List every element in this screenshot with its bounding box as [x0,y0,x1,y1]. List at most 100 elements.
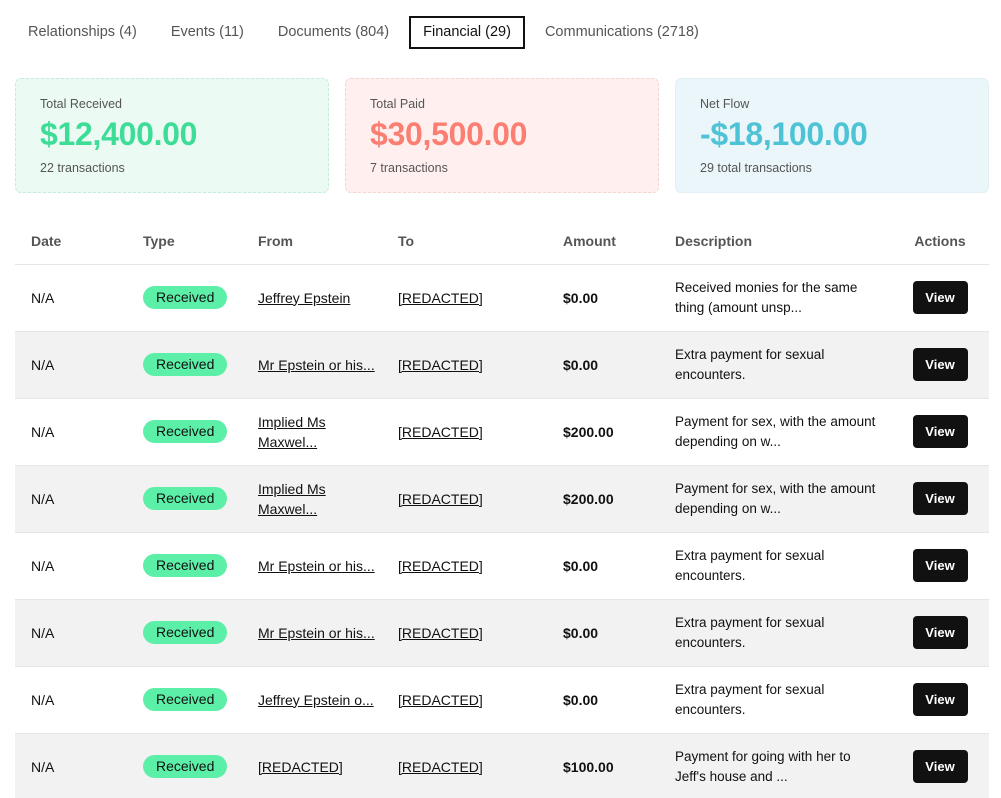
tab-communications[interactable]: Communications (2718) [544,24,699,40]
to-link[interactable]: [REDACTED] [398,691,483,708]
from-link[interactable]: [REDACTED] [258,758,343,775]
cell-type: Received [127,666,242,734]
type-badge: Received [143,688,228,711]
header-date: Date [15,218,127,265]
total-paid-value: $30,500.00 [370,116,528,152]
net-flow-card: Net Flow -$18,100.00 29 total transactio… [675,78,989,193]
cell-description: Received monies for the same thing (amou… [659,264,891,332]
header-to: To [382,218,547,265]
cell-description: Payment for sex, with the amount dependi… [659,398,891,466]
from-link[interactable]: Mr Epstein or his... [258,624,375,641]
tab-financial[interactable]: Financial (29) [409,16,525,49]
cell-description: Payment for sex, with the amount dependi… [659,465,891,533]
to-link[interactable]: [REDACTED] [398,557,483,574]
cell-amount: $0.00 [547,666,659,734]
cell-to: [REDACTED] [382,264,547,332]
cell-date: N/A [15,465,127,533]
header-actions: Actions [891,218,989,265]
view-button[interactable]: View [912,616,968,649]
cell-description: Extra payment for sexual encounters. [659,532,891,600]
cell-actions: View [891,599,989,667]
cell-actions: View [891,532,989,600]
view-button[interactable]: View [912,750,968,783]
cell-from: Mr Epstein or his... [242,599,382,667]
to-link[interactable]: [REDACTED] [398,758,483,775]
cell-type: Received [127,733,242,798]
cell-amount: $0.00 [547,599,659,667]
cell-type: Received [127,331,242,399]
cell-amount: $100.00 [547,733,659,798]
type-badge: Received [143,487,228,510]
total-paid-card: Total Paid $30,500.00 7 transactions [345,78,659,193]
from-link[interactable]: Implied Ms Maxwel... [258,480,326,517]
view-button[interactable]: View [912,683,968,716]
from-link[interactable]: Implied Ms Maxwel... [258,413,326,450]
tab-events[interactable]: Events (11) [170,24,244,40]
header-description: Description [659,218,891,265]
view-button[interactable]: View [912,482,968,515]
cell-description: Extra payment for sexual encounters. [659,666,891,734]
cell-description: Extra payment for sexual encounters. [659,331,891,399]
cell-actions: View [891,331,989,399]
cell-from: Mr Epstein or his... [242,532,382,600]
total-paid-count: 7 transactions [370,161,448,175]
table-row: N/A Received Mr Epstein or his... [REDACTED… [15,599,989,667]
total-paid-label: Total Paid [370,97,425,111]
view-button[interactable]: View [912,415,968,448]
header-from: From [242,218,382,265]
summary-cards: Total Received $12,400.00 22 transaction… [15,78,989,193]
table-row: N/A Received Mr Epstein or his... [REDACTED… [15,532,989,600]
cell-amount: $200.00 [547,398,659,466]
to-link[interactable]: [REDACTED] [398,624,483,641]
net-flow-value: -$18,100.00 [700,116,868,152]
tab-relationships[interactable]: Relationships (4) [28,24,137,40]
cell-type: Received [127,264,242,332]
to-link[interactable]: [REDACTED] [398,356,483,373]
view-button[interactable]: View [912,281,968,314]
cell-amount: $200.00 [547,465,659,533]
total-received-label: Total Received [40,97,122,111]
from-link[interactable]: Jeffrey Epstein o... [258,691,374,708]
to-link[interactable]: [REDACTED] [398,490,483,507]
cell-date: N/A [15,532,127,600]
transactions-table: Date Type From To Amount Description Act… [15,218,989,798]
table-header-row: Date Type From To Amount Description Act… [15,218,989,265]
header-amount: Amount [547,218,659,265]
to-link[interactable]: [REDACTED] [398,423,483,440]
header-type: Type [127,218,242,265]
cell-date: N/A [15,331,127,399]
cell-from: Jeffrey Epstein o... [242,666,382,734]
cell-actions: View [891,465,989,533]
cell-amount: $0.00 [547,264,659,332]
to-link[interactable]: [REDACTED] [398,289,483,306]
view-button[interactable]: View [912,549,968,582]
from-link[interactable]: Mr Epstein or his... [258,356,375,373]
type-badge: Received [143,420,228,443]
from-link[interactable]: Mr Epstein or his... [258,557,375,574]
view-button[interactable]: View [912,348,968,381]
cell-type: Received [127,465,242,533]
tab-documents[interactable]: Documents (804) [277,24,390,40]
cell-date: N/A [15,733,127,798]
total-received-value: $12,400.00 [40,116,198,152]
cell-type: Received [127,599,242,667]
cell-to: [REDACTED] [382,666,547,734]
table-row: N/A Received [REDACTED] [REDACTED] $100.00 Pa… [15,733,989,798]
cell-actions: View [891,398,989,466]
type-badge: Received [143,353,228,376]
cell-to: [REDACTED] [382,599,547,667]
from-link[interactable]: Jeffrey Epstein [258,289,351,306]
cell-amount: $0.00 [547,331,659,399]
net-flow-count: 29 total transactions [700,161,812,175]
table-row: N/A Received Mr Epstein or his... [REDACTED… [15,331,989,399]
cell-date: N/A [15,666,127,734]
cell-to: [REDACTED] [382,532,547,600]
type-badge: Received [143,286,228,309]
cell-date: N/A [15,398,127,466]
table-row: N/A Received Jeffrey Epstein [REDACTED] $0.0… [15,264,989,332]
type-badge: Received [143,621,228,644]
total-received-count: 22 transactions [40,161,125,175]
cell-from: [REDACTED] [242,733,382,798]
cell-date: N/A [15,599,127,667]
table-row: N/A Received Jeffrey Epstein o... [REDACTED… [15,666,989,734]
